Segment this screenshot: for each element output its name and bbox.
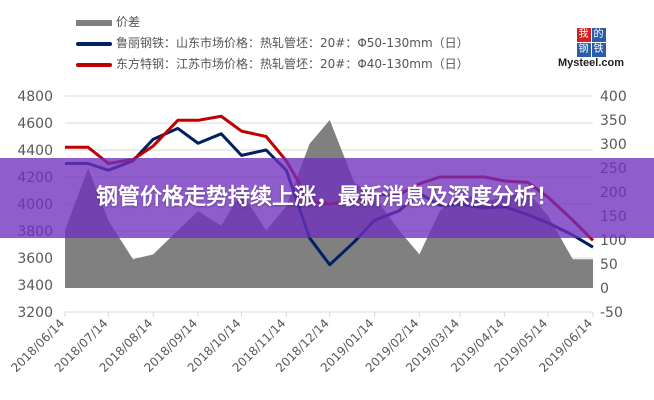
right-tick-label: 0 [600,281,609,297]
left-tick-label: 3400 [17,278,53,294]
right-tick-label: 300 [600,137,627,153]
left-tick-label: 3600 [17,251,53,267]
left-tick-label: 4400 [17,143,53,159]
logo-char: 我 [576,28,591,42]
left-tick-label: 4600 [17,116,53,132]
legend-label: 价差 [116,15,141,29]
legend: 价差 鲁丽钢铁：山东市场价格：热轧管坯：20#：Φ50-130mm（日） 东方特… [76,12,469,75]
title-banner: 钢管价格走势持续上涨，最新消息及深度分析！ [0,158,654,238]
mysteel-logo: 我 的 钢 铁 Mysteel.com [550,22,632,69]
legend-item-dongfang: 东方特钢：江苏市场价格：热轧管坯：20#：Φ40-130mm（日） [76,54,469,75]
banner-title: 钢管价格走势持续上涨，最新消息及深度分析！ [95,185,558,210]
legend-swatch [76,41,112,46]
right-tick-label: -50 [600,305,623,321]
left-tick-label: 4800 [17,89,53,105]
legend-swatch [76,62,112,67]
right-tick-label: 350 [600,113,627,129]
logo-char: 的 [591,28,606,42]
legend-swatch [76,19,112,26]
left-tick-label: 3200 [17,305,53,321]
right-tick-label: 400 [600,89,627,105]
logo-char: 钢 [576,43,591,57]
legend-item-luli: 鲁丽钢铁：山东市场价格：热轧管坯：20#：Φ50-130mm（日） [76,33,469,54]
right-tick-label: 50 [600,257,618,273]
logo-char: 铁 [591,43,606,57]
legend-label: 鲁丽钢铁：山东市场价格：热轧管坯：20#：Φ50-130mm（日） [116,36,469,50]
legend-label: 东方特钢：江苏市场价格：热轧管坯：20#：Φ40-130mm（日） [116,57,469,71]
logo-brand: Mysteel.com [557,57,625,69]
legend-item-spread: 价差 [76,12,469,33]
